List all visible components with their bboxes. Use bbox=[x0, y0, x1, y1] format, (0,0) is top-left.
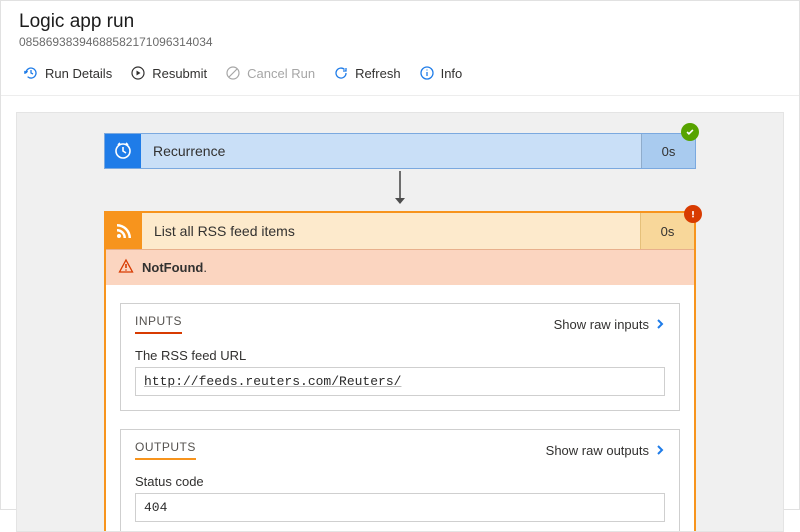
run-id: 08586938394688582171096314034 bbox=[19, 35, 781, 49]
info-button[interactable]: Info bbox=[411, 61, 471, 85]
outputs-label: OUTPUTS bbox=[135, 440, 196, 460]
page-title: Logic app run bbox=[19, 11, 781, 33]
cancel-run-button: Cancel Run bbox=[217, 61, 323, 85]
error-code: NotFound bbox=[142, 260, 203, 275]
show-raw-inputs-label: Show raw inputs bbox=[554, 317, 649, 332]
rss-title: List all RSS feed items bbox=[142, 213, 640, 249]
recurrence-step[interactable]: Recurrence 0s bbox=[104, 133, 696, 169]
chevron-right-icon bbox=[655, 443, 665, 458]
info-label: Info bbox=[441, 66, 463, 81]
error-text: NotFound. bbox=[142, 260, 207, 275]
rss-step[interactable]: List all RSS feed items 0s NotFound. INP… bbox=[104, 211, 696, 532]
refresh-button[interactable]: Refresh bbox=[325, 61, 409, 85]
clock-icon bbox=[105, 134, 141, 168]
feed-url-label: The RSS feed URL bbox=[135, 348, 665, 363]
rss-icon bbox=[106, 213, 142, 249]
show-raw-outputs-label: Show raw outputs bbox=[546, 443, 649, 458]
inputs-label: INPUTS bbox=[135, 314, 182, 334]
feed-url-value: http://feeds.reuters.com/Reuters/ bbox=[135, 367, 665, 396]
outputs-section: OUTPUTS Show raw outputs Status code 404 bbox=[120, 429, 680, 532]
resubmit-button[interactable]: Resubmit bbox=[122, 61, 215, 85]
inputs-section: INPUTS Show raw inputs The RSS feed URL … bbox=[120, 303, 680, 411]
show-raw-inputs-button[interactable]: Show raw inputs bbox=[554, 317, 665, 332]
toolbar: Run Details Resubmit Cancel Run Refresh bbox=[1, 53, 799, 96]
status-code-value: 404 bbox=[135, 493, 665, 522]
success-badge-icon bbox=[681, 123, 699, 141]
recurrence-title: Recurrence bbox=[141, 134, 641, 168]
warning-icon bbox=[118, 258, 134, 277]
history-icon bbox=[23, 65, 39, 81]
resubmit-label: Resubmit bbox=[152, 66, 207, 81]
page-header: Logic app run 08586938394688582171096314… bbox=[1, 1, 799, 53]
error-badge-icon bbox=[684, 205, 702, 223]
cancel-icon bbox=[225, 65, 241, 81]
info-icon bbox=[419, 65, 435, 81]
chevron-right-icon bbox=[655, 317, 665, 332]
status-code-label: Status code bbox=[135, 474, 665, 489]
run-details-button[interactable]: Run Details bbox=[15, 61, 120, 85]
error-bar: NotFound. bbox=[106, 249, 694, 285]
show-raw-outputs-button[interactable]: Show raw outputs bbox=[546, 443, 665, 458]
run-details-label: Run Details bbox=[45, 66, 112, 81]
resubmit-icon bbox=[130, 65, 146, 81]
cancel-run-label: Cancel Run bbox=[247, 66, 315, 81]
refresh-label: Refresh bbox=[355, 66, 401, 81]
refresh-icon bbox=[333, 65, 349, 81]
designer-canvas: Recurrence 0s List all RSS feed items bbox=[16, 112, 784, 532]
connector-arrow-icon bbox=[17, 169, 783, 211]
